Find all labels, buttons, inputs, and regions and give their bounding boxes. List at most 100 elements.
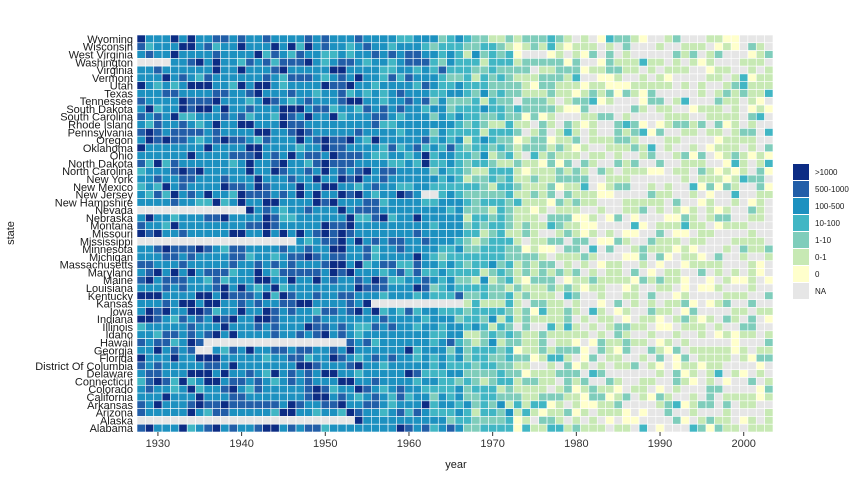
heatmap-cell xyxy=(504,377,514,386)
heatmap-cell xyxy=(186,128,196,137)
heatmap-cell xyxy=(530,96,539,106)
heatmap-cell xyxy=(647,182,657,191)
heatmap-cell xyxy=(161,120,171,129)
heatmap-cell xyxy=(521,314,531,324)
heatmap-cell xyxy=(404,182,414,191)
heatmap-cell xyxy=(555,322,565,332)
heatmap-cell xyxy=(739,338,749,347)
heatmap-cell xyxy=(354,221,364,230)
heatmap-cell xyxy=(287,291,297,300)
heatmap-cell xyxy=(270,104,280,114)
heatmap-cell xyxy=(697,104,707,114)
heatmap-cell xyxy=(178,229,188,238)
heatmap-cell xyxy=(714,400,724,409)
heatmap-cell xyxy=(270,34,280,44)
heatmap-cell xyxy=(345,96,355,106)
heatmap-cell xyxy=(387,104,397,114)
heatmap-cell xyxy=(722,400,732,409)
heatmap-cell xyxy=(755,120,765,129)
heatmap-cell xyxy=(488,135,498,145)
heatmap-cell xyxy=(329,65,339,75)
heatmap-cell xyxy=(546,190,556,199)
heatmap-cell xyxy=(161,283,171,293)
heatmap-cell xyxy=(295,50,305,59)
heatmap-cell xyxy=(580,384,590,394)
heatmap-cell xyxy=(287,81,297,90)
heatmap-cell xyxy=(195,408,205,417)
heatmap-cell xyxy=(613,330,623,339)
heatmap-cell xyxy=(136,42,146,51)
y-axis-title: state xyxy=(5,221,17,245)
heatmap-cell xyxy=(580,408,590,417)
heatmap-cell xyxy=(362,252,372,262)
heatmap-cell xyxy=(764,307,774,316)
heatmap-cell xyxy=(571,128,581,137)
heatmap-cell xyxy=(161,307,171,316)
heatmap-cell xyxy=(178,89,188,98)
heatmap-cell xyxy=(647,307,657,316)
heatmap-cell xyxy=(371,237,380,246)
heatmap-cell xyxy=(329,369,339,378)
heatmap-cell xyxy=(513,213,523,223)
heatmap-cell xyxy=(195,135,205,145)
heatmap-cell xyxy=(270,167,280,176)
heatmap-cell xyxy=(161,198,171,207)
heatmap-cell xyxy=(655,58,665,67)
heatmap-cell xyxy=(630,128,640,137)
heatmap-cell xyxy=(663,104,673,114)
heatmap-cell xyxy=(555,73,565,82)
heatmap-cell xyxy=(278,423,288,433)
heatmap-cell xyxy=(153,353,163,363)
heatmap-cell xyxy=(655,135,665,145)
heatmap-cell xyxy=(705,221,715,230)
heatmap-cell xyxy=(421,58,431,67)
heatmap-cell xyxy=(145,34,155,44)
heatmap-cell xyxy=(429,89,439,98)
heatmap-cell xyxy=(730,73,740,82)
heatmap-cell xyxy=(220,353,230,363)
heatmap-cell xyxy=(446,291,456,300)
heatmap-cell xyxy=(504,42,514,51)
heatmap-cell xyxy=(421,346,431,355)
heatmap-cell xyxy=(622,213,632,223)
heatmap-cell xyxy=(672,81,682,90)
heatmap-cell xyxy=(220,50,230,59)
heatmap-cell xyxy=(538,104,548,114)
heatmap-cell xyxy=(136,423,146,433)
heatmap-cell xyxy=(580,330,590,339)
heatmap-cell xyxy=(655,307,665,316)
heatmap-cell xyxy=(186,58,196,67)
heatmap-cell xyxy=(446,322,456,332)
heatmap-cell xyxy=(672,330,682,339)
heatmap-cell xyxy=(580,50,590,59)
heatmap-cell xyxy=(145,143,155,153)
heatmap-cell xyxy=(622,159,632,168)
heatmap-cell xyxy=(689,174,698,184)
heatmap-cell xyxy=(371,135,380,145)
heatmap-cell xyxy=(647,392,657,402)
heatmap-cell xyxy=(580,361,590,371)
heatmap-cell xyxy=(396,190,406,199)
heatmap-cell xyxy=(504,50,514,59)
heatmap-cell xyxy=(730,120,740,129)
heatmap-cell xyxy=(454,276,464,285)
heatmap-cell xyxy=(513,104,523,114)
heatmap-cell xyxy=(329,400,339,409)
heatmap-cell xyxy=(437,283,447,293)
heatmap-cell xyxy=(596,81,606,90)
heatmap-cell xyxy=(220,268,230,277)
heatmap-cell xyxy=(471,307,481,316)
heatmap-cell xyxy=(178,400,188,409)
heatmap-cell xyxy=(764,73,774,82)
heatmap-cell xyxy=(153,73,163,82)
heatmap-cell xyxy=(379,120,389,129)
heatmap-cell xyxy=(295,307,305,316)
heatmap-cell xyxy=(747,151,757,160)
heatmap-cell xyxy=(471,314,481,324)
heatmap-cell xyxy=(647,34,657,44)
heatmap-cell xyxy=(170,283,180,293)
heatmap-cell xyxy=(479,400,489,409)
heatmap-cell xyxy=(362,291,372,300)
heatmap-cell xyxy=(563,174,573,184)
heatmap-cell xyxy=(312,104,322,114)
